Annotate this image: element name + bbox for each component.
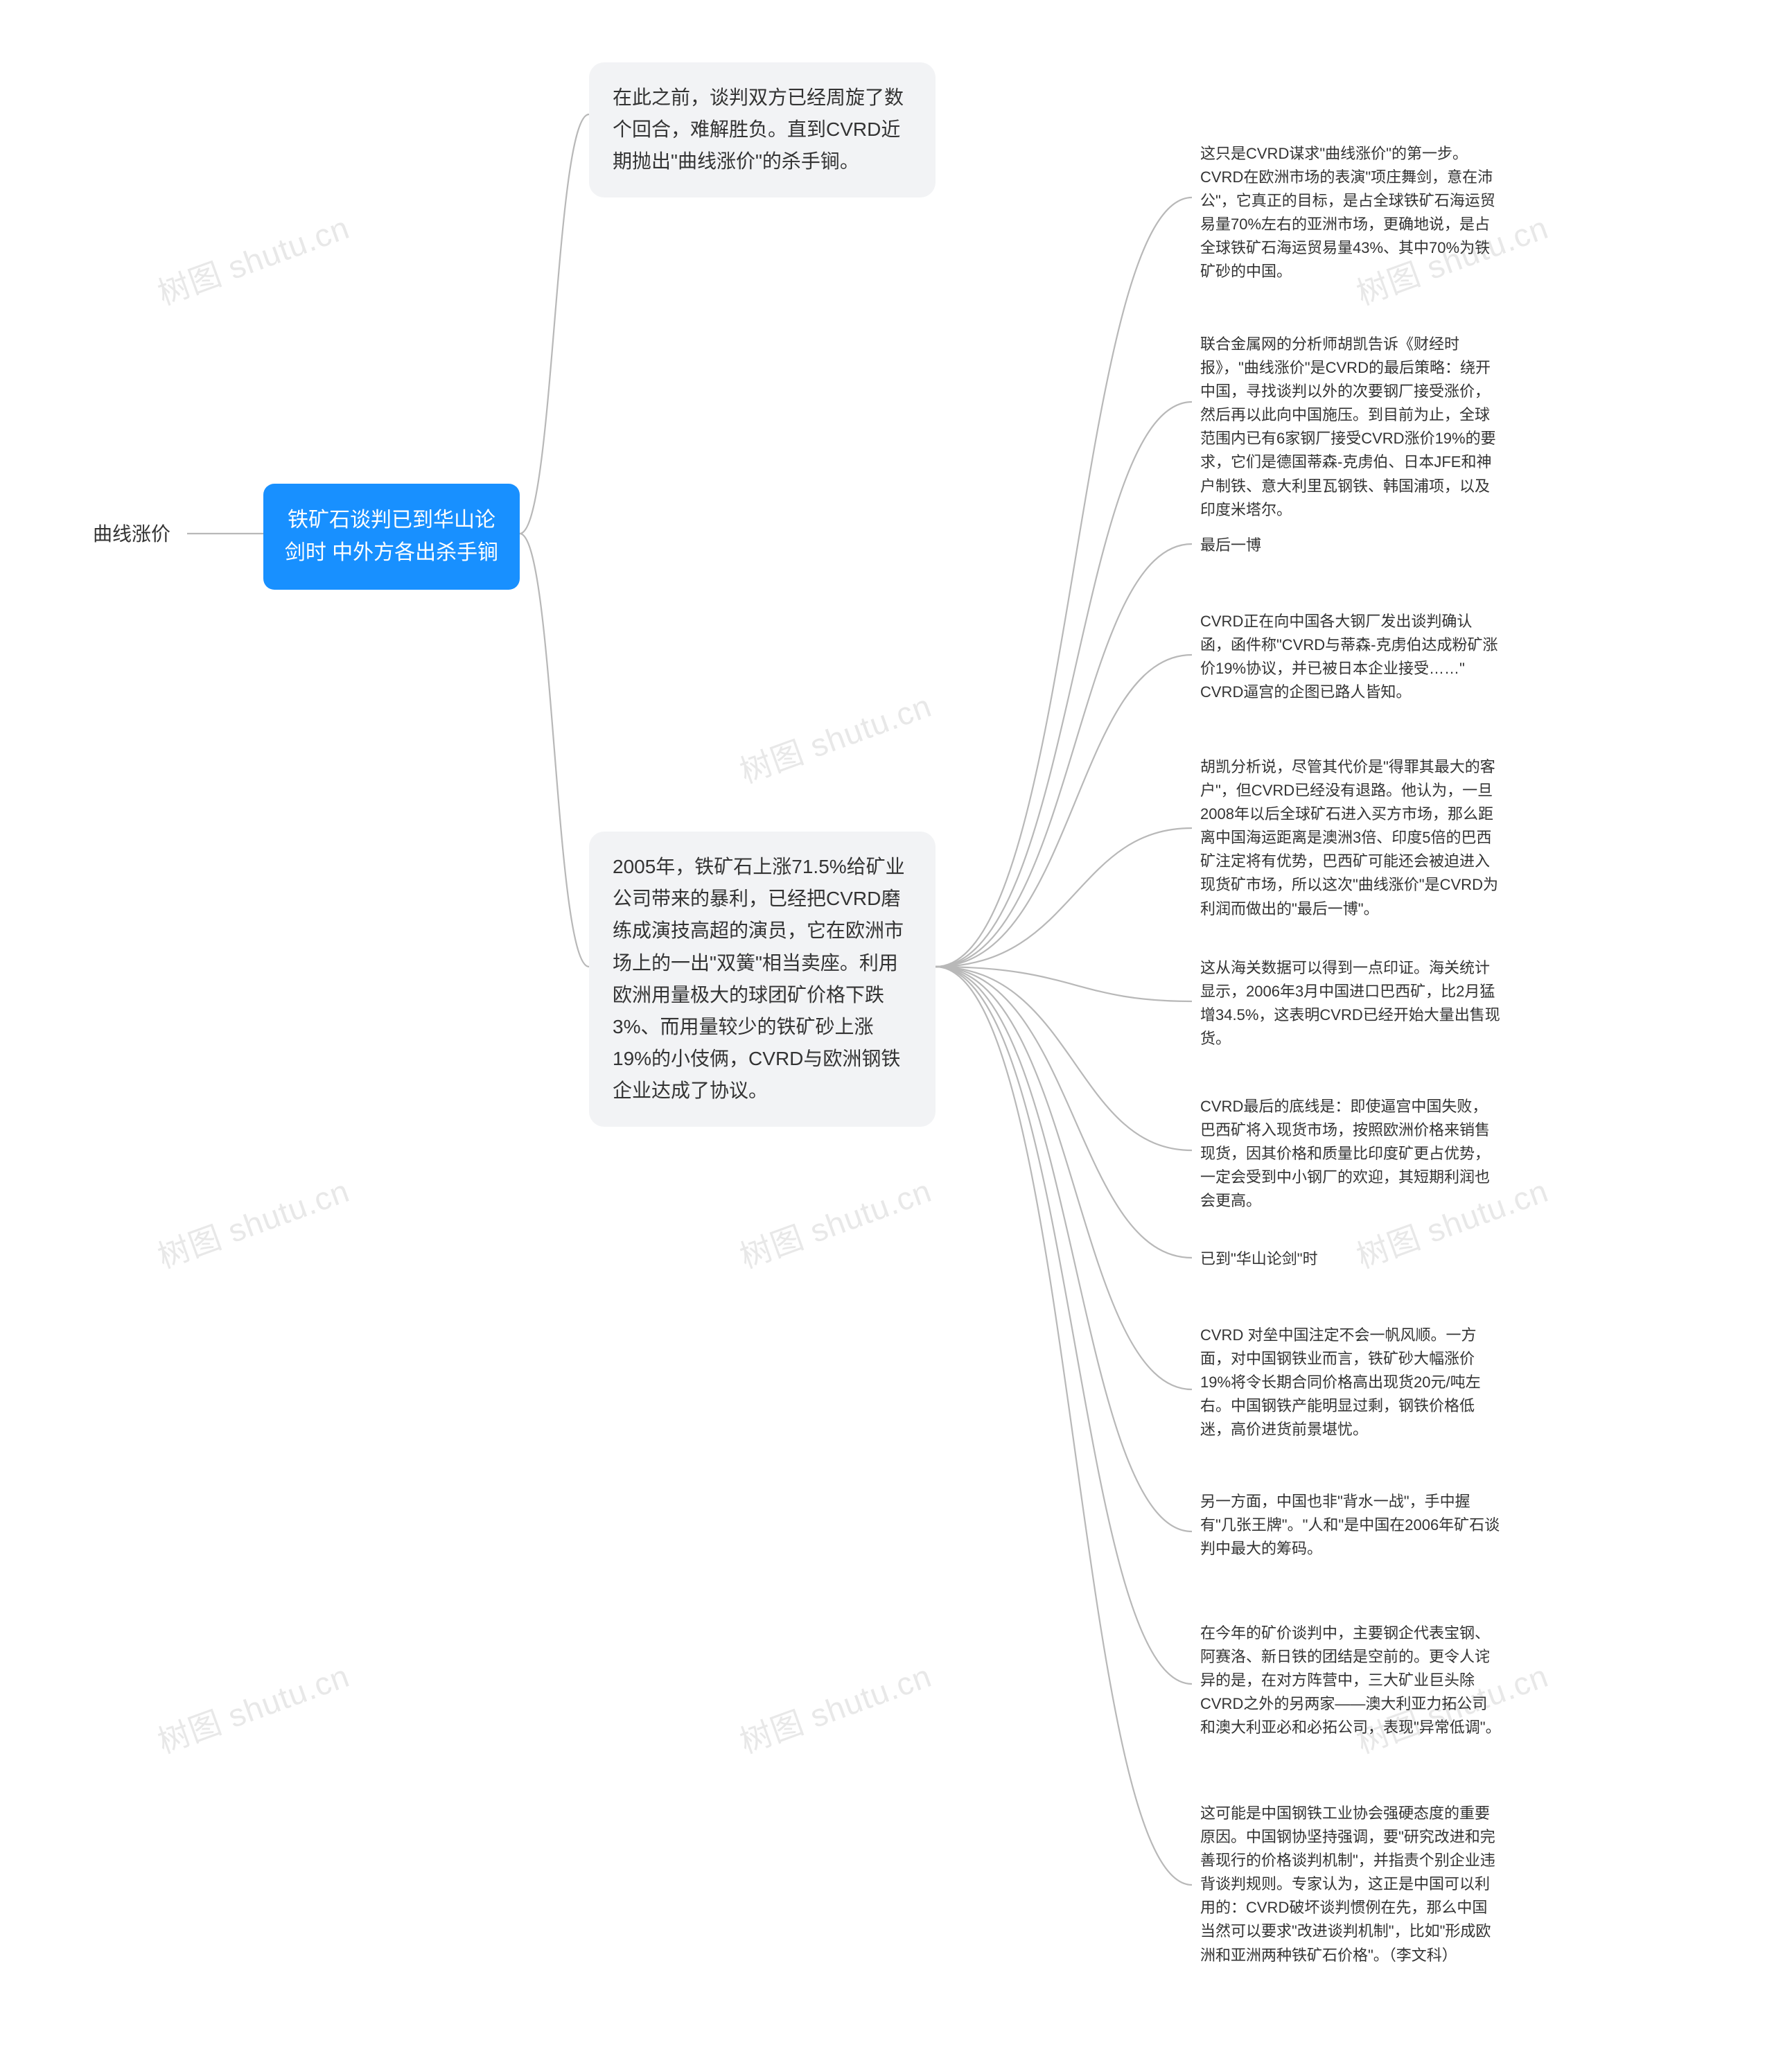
connector — [936, 967, 1192, 1258]
watermark: 树图 shutu.cn — [150, 202, 355, 314]
left-leaf-node: 曲线涨价 — [83, 513, 180, 556]
leaf-node-l5: 胡凯分析说，尽管其代价是"得罪其最大的客户"，但CVRD已经没有退路。他认为，一… — [1192, 748, 1511, 928]
connector — [936, 544, 1192, 967]
watermark: 树图 shutu.cn — [732, 681, 937, 792]
watermark: 树图 shutu.cn — [150, 1651, 355, 1762]
leaf-node-l12: 这可能是中国钢铁工业协会强硬态度的重要原因。中国钢协坚持强调，要"研究改进和完善… — [1192, 1795, 1511, 1974]
leaf-node-l11: 在今年的矿价谈判中，主要钢企代表宝钢、阿赛洛、新日铁的团结是空前的。更令人诧异的… — [1192, 1615, 1511, 1746]
leaf-node-l7: CVRD最后的底线是：即使逼宫中国失败，巴西矿将入现货市场，按照欧洲价格来销售现… — [1192, 1088, 1511, 1220]
watermark: 树图 shutu.cn — [732, 1166, 937, 1277]
connector — [936, 967, 1192, 1150]
grey-node-g2: 2005年，铁矿石上涨71.5%给矿业公司带来的暴利，已经把CVRD磨练成演技高… — [589, 832, 936, 1127]
connector — [936, 655, 1192, 967]
connector — [936, 967, 1192, 1885]
leaf-node-l8: 已到"华山论剑"时 — [1192, 1240, 1511, 1278]
connector — [936, 197, 1192, 967]
leaf-node-l1: 这只是CVRD谋求"曲线涨价"的第一步。CVRD在欧洲市场的表演"项庄舞剑，意在… — [1192, 135, 1511, 291]
connector — [936, 967, 1192, 1001]
leaf-node-l9: CVRD 对垒中国注定不会一帆风顺。一方面，对中国钢铁业而言，铁矿砂大幅涨价19… — [1192, 1317, 1511, 1448]
leaf-node-l4: CVRD正在向中国各大钢厂发出谈判确认函，函件称"CVRD与蒂森-克虏伯达成粉矿… — [1192, 603, 1511, 711]
connector — [936, 828, 1192, 967]
leaf-node-l2: 联合金属网的分析师胡凯告诉《财经时报》，"曲线涨价"是CVRD的最后策略：绕开中… — [1192, 326, 1511, 529]
watermark: 树图 shutu.cn — [150, 1166, 355, 1277]
leaf-node-l3: 最后一博 — [1192, 527, 1511, 564]
leaf-node-l10: 另一方面，中国也非"背水一战"，手中握有"几张王牌"。"人和"是中国在2006年… — [1192, 1483, 1511, 1568]
root-node: 铁矿石谈判已到华山论剑时 中外方各出杀手锏 — [263, 484, 520, 590]
connector — [520, 114, 589, 534]
connector — [936, 402, 1192, 967]
connector — [936, 967, 1192, 1684]
leaf-node-l6: 这从海关数据可以得到一点印证。海关统计显示，2006年3月中国进口巴西矿，比2月… — [1192, 949, 1511, 1057]
connector — [936, 967, 1192, 1531]
connector — [936, 967, 1192, 1389]
grey-node-g1: 在此之前，谈判双方已经周旋了数个回合，难解胜负。直到CVRD近期抛出"曲线涨价"… — [589, 62, 936, 197]
watermark: 树图 shutu.cn — [732, 1651, 937, 1762]
connector — [520, 534, 589, 967]
